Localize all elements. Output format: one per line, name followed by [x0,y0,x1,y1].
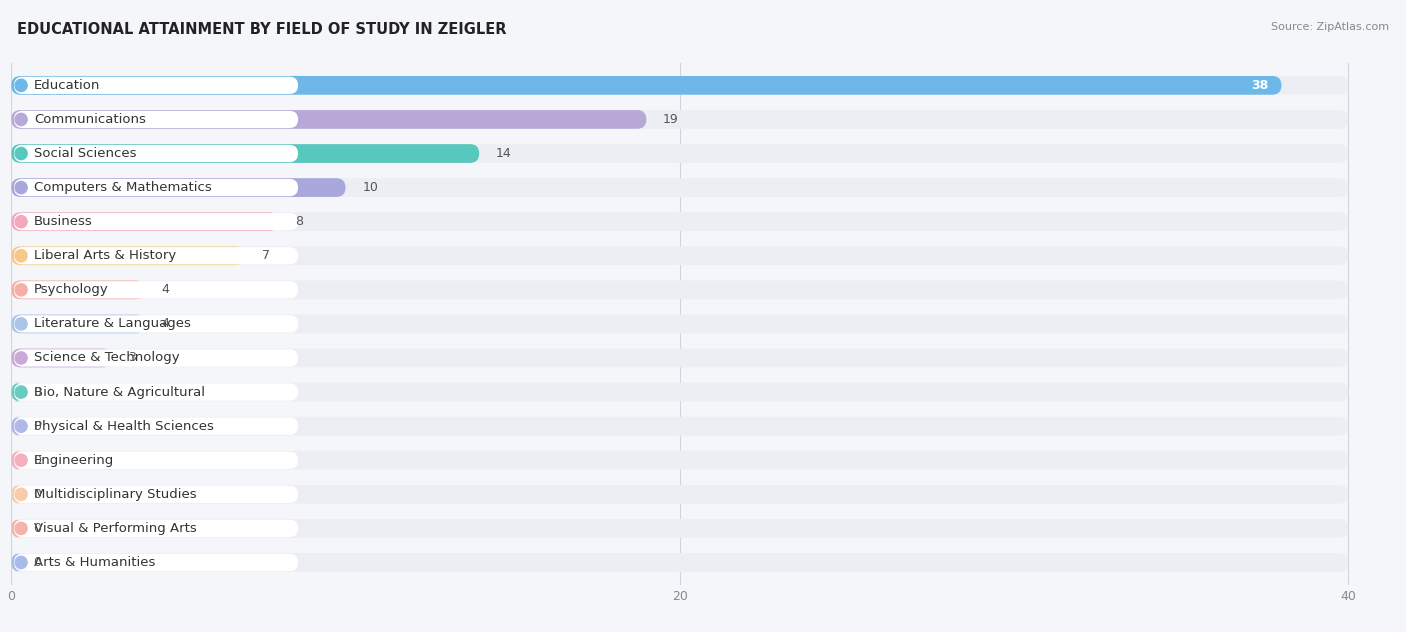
Text: EDUCATIONAL ATTAINMENT BY FIELD OF STUDY IN ZEIGLER: EDUCATIONAL ATTAINMENT BY FIELD OF STUDY… [17,22,506,37]
Text: Computers & Mathematics: Computers & Mathematics [34,181,211,194]
Circle shape [15,216,27,228]
Text: 3: 3 [128,351,136,365]
Circle shape [15,181,27,194]
Circle shape [15,318,27,330]
FancyBboxPatch shape [11,212,278,231]
Circle shape [15,113,27,126]
Circle shape [15,522,27,535]
Circle shape [15,386,27,398]
FancyBboxPatch shape [11,519,1348,538]
FancyBboxPatch shape [14,315,298,332]
FancyBboxPatch shape [11,451,22,470]
Text: 10: 10 [363,181,378,194]
FancyBboxPatch shape [14,384,298,401]
Text: Science & Technology: Science & Technology [34,351,180,365]
Text: Bio, Nature & Agricultural: Bio, Nature & Agricultural [34,386,205,399]
Text: Liberal Arts & History: Liberal Arts & History [34,249,176,262]
FancyBboxPatch shape [11,553,22,572]
FancyBboxPatch shape [14,281,298,298]
FancyBboxPatch shape [14,485,298,503]
FancyBboxPatch shape [14,520,298,537]
FancyBboxPatch shape [11,416,22,435]
Text: 14: 14 [496,147,512,160]
Text: Physical & Health Sciences: Physical & Health Sciences [34,420,214,433]
FancyBboxPatch shape [11,315,145,333]
FancyBboxPatch shape [11,246,245,265]
Text: 4: 4 [162,283,170,296]
FancyBboxPatch shape [11,144,1348,163]
Circle shape [15,556,27,569]
FancyBboxPatch shape [11,383,1348,401]
Text: Arts & Humanities: Arts & Humanities [34,556,155,569]
FancyBboxPatch shape [11,110,647,129]
Text: Communications: Communications [34,113,146,126]
Circle shape [15,79,27,92]
FancyBboxPatch shape [11,246,1348,265]
Circle shape [15,420,27,432]
Text: Psychology: Psychology [34,283,108,296]
Text: Engineering: Engineering [34,454,114,466]
FancyBboxPatch shape [11,178,1348,197]
Text: 7: 7 [262,249,270,262]
Text: Multidisciplinary Studies: Multidisciplinary Studies [34,488,197,501]
FancyBboxPatch shape [14,452,298,469]
FancyBboxPatch shape [11,281,145,299]
Text: 0: 0 [32,454,41,466]
FancyBboxPatch shape [14,247,298,264]
FancyBboxPatch shape [14,213,298,230]
Text: 8: 8 [295,215,304,228]
FancyBboxPatch shape [11,76,1281,95]
Text: 0: 0 [32,522,41,535]
Text: 0: 0 [32,386,41,399]
Text: Education: Education [34,79,100,92]
FancyBboxPatch shape [14,111,298,128]
Text: 38: 38 [1251,79,1268,92]
FancyBboxPatch shape [14,76,298,94]
FancyBboxPatch shape [11,416,1348,435]
Circle shape [15,454,27,466]
FancyBboxPatch shape [11,383,22,401]
FancyBboxPatch shape [11,178,346,197]
Circle shape [15,488,27,501]
FancyBboxPatch shape [11,144,479,163]
Text: Visual & Performing Arts: Visual & Performing Arts [34,522,197,535]
Text: Literature & Languages: Literature & Languages [34,317,191,331]
FancyBboxPatch shape [11,315,1348,333]
Text: 0: 0 [32,556,41,569]
FancyBboxPatch shape [14,418,298,435]
Text: Source: ZipAtlas.com: Source: ZipAtlas.com [1271,22,1389,32]
FancyBboxPatch shape [14,349,298,367]
Text: Social Sciences: Social Sciences [34,147,136,160]
Text: Business: Business [34,215,93,228]
FancyBboxPatch shape [11,451,1348,470]
Text: 19: 19 [664,113,679,126]
FancyBboxPatch shape [11,212,1348,231]
FancyBboxPatch shape [14,554,298,571]
Circle shape [15,284,27,296]
FancyBboxPatch shape [11,281,1348,299]
FancyBboxPatch shape [14,179,298,196]
FancyBboxPatch shape [11,110,1348,129]
Text: 0: 0 [32,488,41,501]
Text: 4: 4 [162,317,170,331]
FancyBboxPatch shape [11,485,22,504]
Circle shape [15,352,27,364]
FancyBboxPatch shape [14,145,298,162]
FancyBboxPatch shape [11,485,1348,504]
FancyBboxPatch shape [11,349,111,367]
FancyBboxPatch shape [11,519,22,538]
FancyBboxPatch shape [11,553,1348,572]
Circle shape [15,250,27,262]
FancyBboxPatch shape [11,349,1348,367]
FancyBboxPatch shape [11,76,1348,95]
Text: 0: 0 [32,420,41,433]
Circle shape [15,147,27,160]
